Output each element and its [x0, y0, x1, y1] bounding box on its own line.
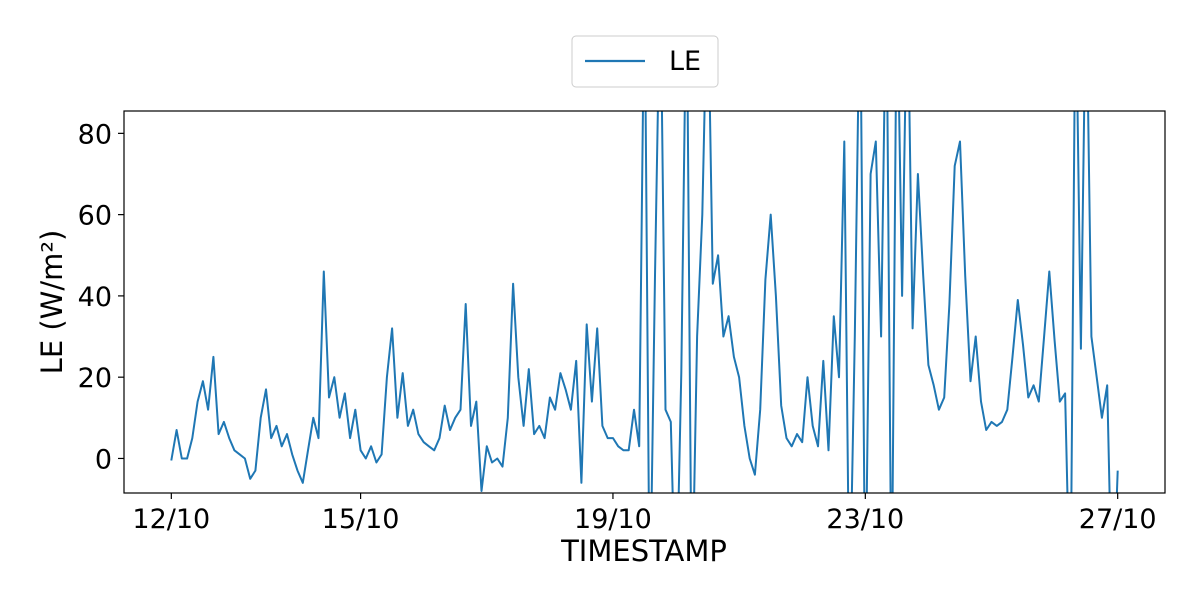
- y-axis-label: LE (W/m²): [35, 230, 69, 375]
- y-tick-label: 60: [78, 201, 112, 232]
- x-tick-label: 23/10: [826, 504, 904, 535]
- series-line-le: [170, 111, 1119, 493]
- x-tick-label: 12/10: [132, 504, 210, 535]
- y-axis: 0 20 40 60 80: [78, 119, 124, 475]
- x-axis: 12/10 15/10 19/10 23/10 27/10: [132, 493, 1157, 535]
- x-tick-label: 27/10: [1079, 504, 1157, 535]
- y-tick-label: 20: [78, 363, 112, 394]
- y-tick-label: 80: [78, 119, 112, 150]
- y-tick-label: 0: [95, 444, 112, 475]
- plot-frame: [123, 110, 1166, 494]
- legend-label: LE: [669, 46, 701, 77]
- x-tick-label: 19/10: [574, 504, 652, 535]
- y-tick-label: 40: [78, 282, 112, 313]
- series-layer: [170, 111, 1119, 493]
- x-tick-label: 15/10: [322, 504, 400, 535]
- x-axis-label: TIMESTAMP: [560, 534, 727, 568]
- legend: LE: [571, 35, 719, 88]
